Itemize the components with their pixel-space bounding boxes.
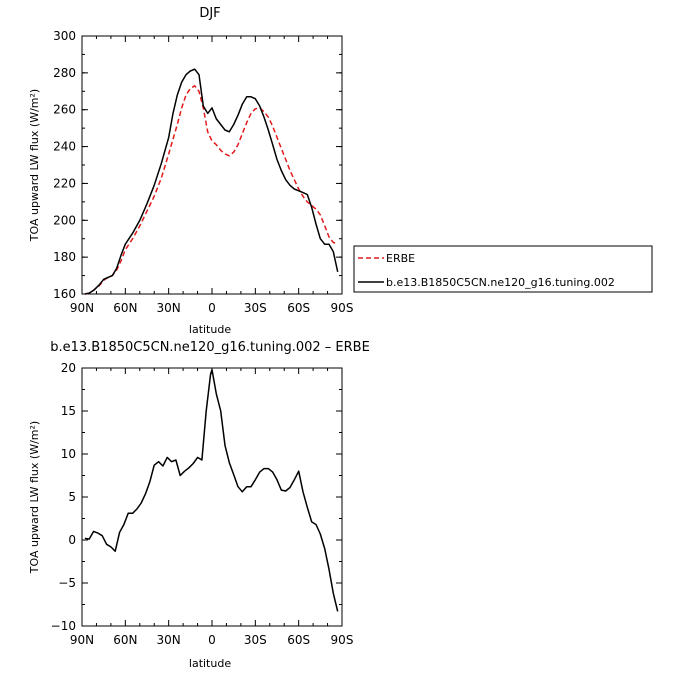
- y-tick-label: 160: [53, 287, 76, 301]
- legend-label-erbe: ERBE: [386, 252, 415, 265]
- x-tick-label: 60S: [287, 301, 310, 315]
- x-tick-label: 30N: [157, 301, 181, 315]
- panel-2-title: b.e13.B1850C5CN.ne120_g16.tuning.002 – E…: [50, 340, 370, 355]
- x-tick-label: 0: [208, 301, 216, 315]
- panel-difference: b.e13.B1850C5CN.ne120_g16.tuning.002 – E…: [28, 340, 370, 670]
- x-tick-label: 60N: [113, 301, 137, 315]
- y-tick-label: −5: [58, 576, 76, 590]
- y-tick-label: 180: [53, 250, 76, 264]
- x-tick-label: 30N: [157, 633, 181, 647]
- y-tick-label: 240: [53, 140, 76, 154]
- series-line-erbe: [84, 85, 338, 295]
- legend-label-model: b.e13.B1850C5CN.ne120_g16.tuning.002: [386, 276, 615, 289]
- series-line-b-e13-b1850c5cn-ne120-g16-tuning-002: [84, 68, 339, 295]
- x-tick-label: 60N: [113, 633, 137, 647]
- x-tick-label: 30S: [244, 301, 267, 315]
- legend-box: [353, 245, 653, 293]
- y-tick-label: 20: [61, 361, 76, 375]
- y-tick-label: 280: [53, 66, 76, 80]
- y-tick-label: 300: [53, 29, 76, 43]
- legend: ERBE b.e13.B1850C5CN.ne120_g16.tuning.00…: [353, 245, 653, 293]
- panel-1-y-axis-label: TOA upward LW flux (W/m²): [28, 89, 41, 242]
- panel-2-x-axis-label: latitude: [189, 657, 231, 670]
- x-tick-label: 90N: [70, 633, 94, 647]
- x-tick-label: 90N: [70, 301, 94, 315]
- x-tick-label: 90S: [331, 633, 354, 647]
- x-tick-label: 60S: [287, 633, 310, 647]
- y-tick-label: 200: [53, 213, 76, 227]
- panel-1-title: DJF: [199, 6, 220, 21]
- panel-djf: DJF 90N 60N 30N 0 30S 60S 90S 160 180 200 220 240 2…: [28, 6, 653, 336]
- panel-2-frame: [81, 367, 343, 627]
- x-tick-label: 30S: [244, 633, 267, 647]
- y-tick-label: 15: [61, 404, 76, 418]
- panel-2-y-axis-label: TOA upward LW flux (W/m²): [28, 421, 41, 574]
- series-line-difference: [84, 368, 339, 612]
- y-tick-label: 220: [53, 176, 76, 190]
- y-tick-label: 10: [61, 447, 76, 461]
- y-tick-label: 5: [68, 490, 76, 504]
- x-tick-label: 0: [208, 633, 216, 647]
- y-tick-label: 260: [53, 103, 76, 117]
- panel-1-x-axis-label: latitude: [189, 323, 231, 336]
- x-tick-label: 90S: [331, 301, 354, 315]
- y-tick-label: −10: [51, 619, 76, 633]
- y-tick-label: 0: [68, 533, 76, 547]
